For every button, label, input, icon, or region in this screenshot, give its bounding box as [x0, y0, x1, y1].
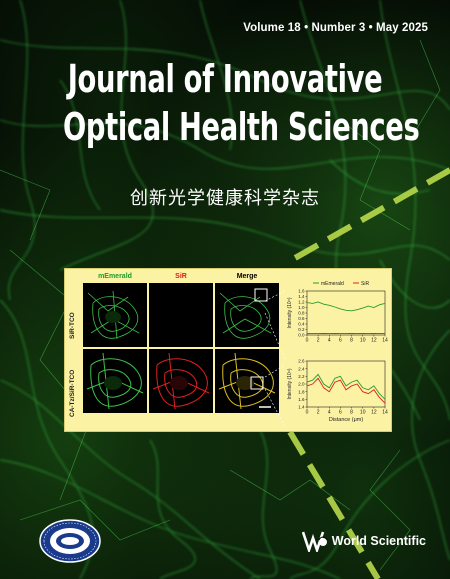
x-tick-label: 2: [317, 338, 320, 344]
x-axis-label: Distance (μm): [329, 417, 364, 423]
issue-info: Volume 18 • Number 3 • May 2025: [243, 22, 428, 34]
y-tick-label: 2.6: [298, 359, 305, 364]
x-tick-label: 6: [339, 410, 342, 416]
intensity-plots-svg: 0 2 4 6 8 10 12 140.00.20.40.60.81.01.21.41.6In…: [287, 281, 388, 423]
x-tick-label: 4: [328, 410, 331, 416]
x-tick-label: 2: [317, 410, 320, 416]
y-tick-label: 0.6: [298, 316, 305, 321]
micrograph-sir-row1: [149, 283, 213, 347]
x-tick-label: 6: [339, 338, 342, 344]
zoom-connector-lines: [264, 290, 285, 428]
micrograph-sir-row2: [149, 349, 213, 413]
y-axis-label: Intensity (10⁴): [287, 368, 293, 399]
y-tick-label: 2.0: [298, 382, 305, 387]
column-header-memerald: mEmerald: [98, 273, 132, 280]
publisher-block: World Scientific: [301, 530, 426, 552]
row-label-sir-tco: SiR-TCO: [69, 312, 76, 339]
journal-title-line-2: Optical Health Sciences: [63, 105, 420, 149]
y-tick-label: 2.2: [298, 374, 305, 379]
x-tick-label: 8: [350, 338, 353, 344]
figure-panel: mEmerald SiR Merge SiR-TCO CA-Tz/SiR-TCO: [64, 268, 392, 432]
x-tick-label: 10: [360, 410, 366, 416]
x-tick-label: 14: [382, 338, 388, 344]
series-line-memerald: [306, 373, 386, 400]
x-tick-label: 0: [306, 338, 309, 344]
y-tick-label: 2.4: [298, 366, 305, 371]
x-tick-label: 12: [371, 338, 377, 344]
column-header-merge: Merge: [236, 273, 258, 280]
series-line-memerald: [306, 301, 386, 312]
x-tick-label: 8: [350, 410, 353, 416]
x-tick-label: 14: [382, 410, 388, 416]
y-tick-label: 1.4: [298, 405, 305, 410]
micrograph-merge-row1: [215, 283, 279, 347]
y-tick-label: 1.4: [298, 294, 305, 299]
y-tick-label: 1.6: [298, 397, 305, 402]
journal-title-chinese: 创新光学健康科学杂志: [130, 188, 320, 209]
intensity-plots: 0 2 4 6 8 10 12 14 0.0 0.2 0.4 0.6 0.8 1.0 1.2 1.4 1.6 In…: [281, 273, 389, 427]
y-axis-label: Intensity (10⁴): [287, 297, 293, 328]
micrograph-merge-row2: [215, 349, 279, 413]
legend-label: mEmerald: [321, 281, 344, 287]
y-tick-label: 0.2: [298, 327, 305, 332]
legend-label: SiR: [361, 281, 369, 287]
series-line-sir: [306, 377, 386, 404]
y-tick-label: 0.0: [298, 333, 305, 338]
x-tick-label: 10: [360, 338, 366, 344]
x-tick-label: 12: [371, 410, 377, 416]
column-header-sir: SiR: [175, 273, 187, 280]
plot-frame: [306, 360, 386, 408]
x-tick-label: 4: [328, 338, 331, 344]
micrograph-memerald-row1: [83, 283, 147, 347]
row-label-ca-tz-sir-tco: CA-Tz/SiR-TCO: [69, 369, 76, 417]
journal-title: Journal of Innovative Optical Health Sci…: [0, 55, 450, 151]
micrograph-memerald-row2: [83, 349, 147, 413]
y-tick-label: 1.8: [298, 389, 305, 394]
plot-frame: [306, 290, 386, 336]
world-scientific-logo-icon: [301, 531, 328, 552]
journal-title-line-1: Journal of Innovative: [67, 57, 383, 101]
publisher-name: World Scientific: [331, 534, 426, 548]
x-tick-label: 0: [306, 410, 309, 416]
y-tick-label: 1.0: [298, 305, 305, 310]
y-tick-label: 1.6: [298, 289, 305, 294]
y-tick-label: 1.2: [298, 300, 305, 305]
university-seal-logo: [39, 519, 101, 563]
y-tick-label: 0.8: [298, 311, 305, 316]
y-tick-label: 0.4: [298, 322, 305, 327]
